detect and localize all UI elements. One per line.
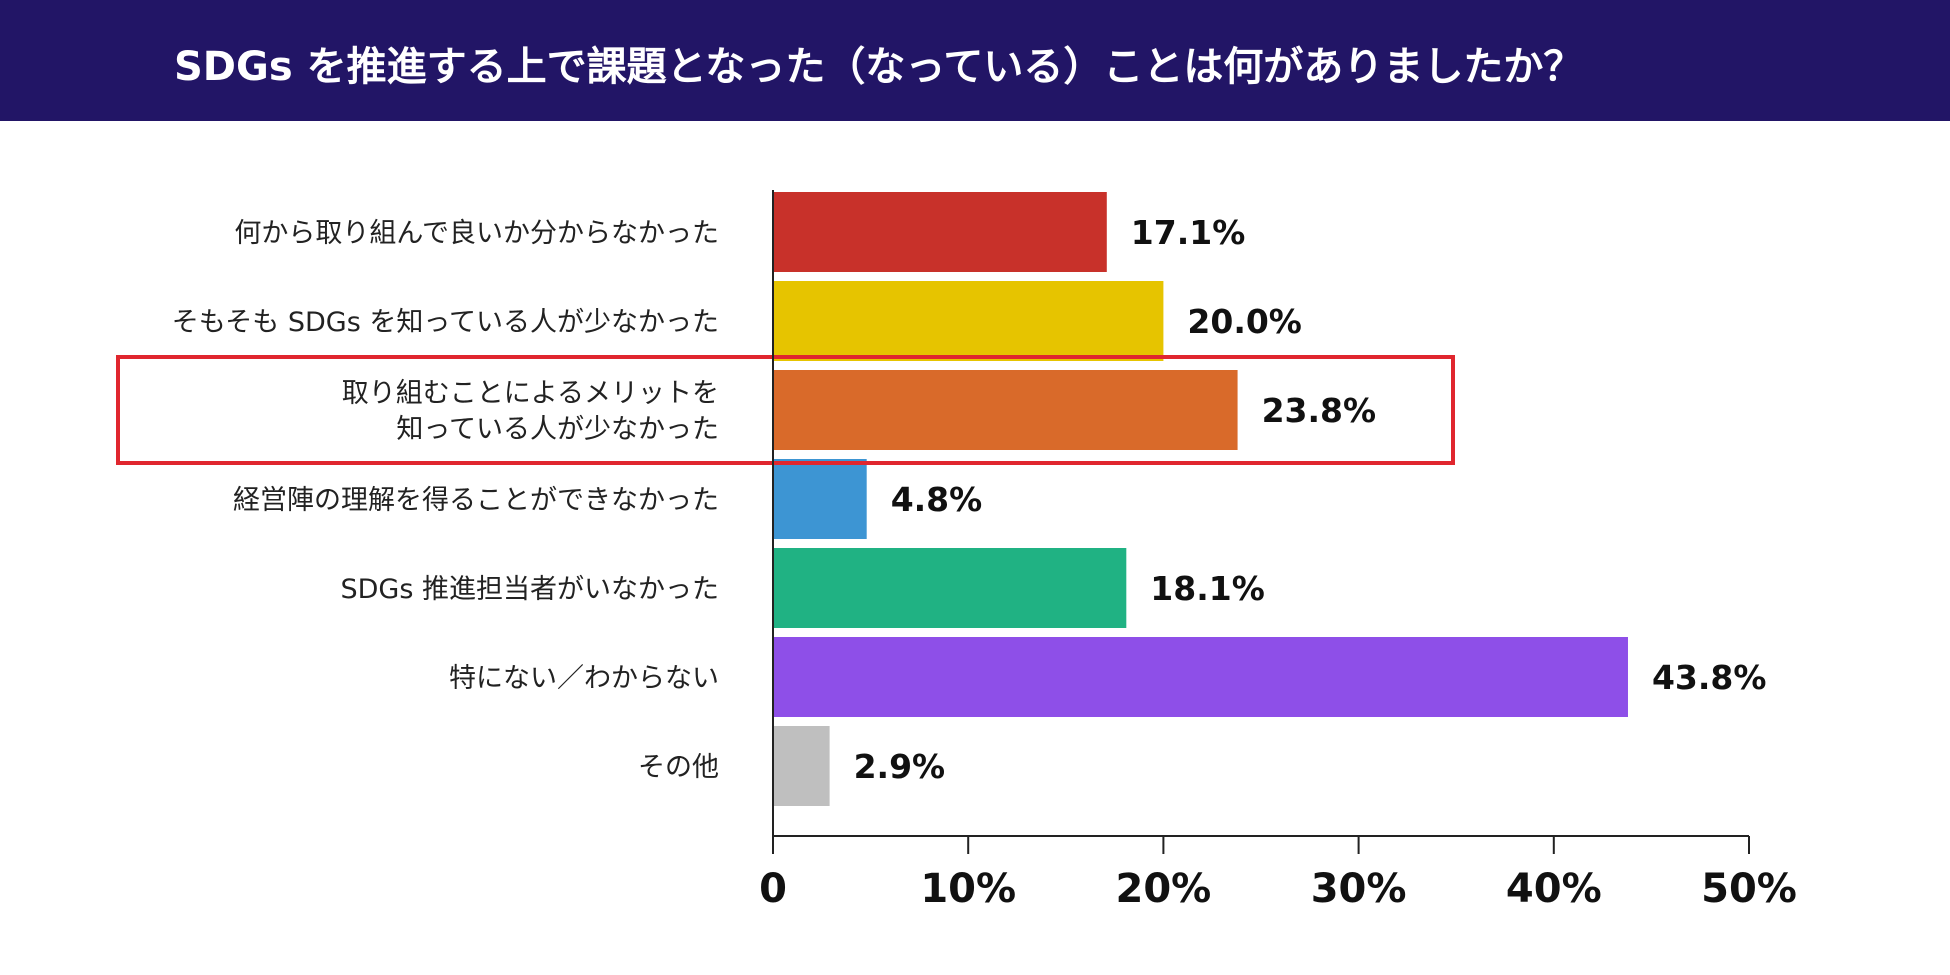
highlight-group xyxy=(116,355,1455,465)
bars-group xyxy=(773,192,1628,806)
category-label-6: 特にない／わからない xyxy=(449,663,719,694)
category-label-3-line-2: 知っている人が少なかった xyxy=(396,414,719,445)
category-label-2: そもそも SDGs を知っている人が少なかった xyxy=(172,307,719,338)
value-label-2: 20.0% xyxy=(1187,302,1302,341)
x-tick-label-40: 40% xyxy=(1506,866,1602,912)
labels-group: 17.1% 何から取り組んで良いか分からなかった 20.0% そもそも SDGs を知… xyxy=(172,213,1797,912)
x-tick-label-30: 30% xyxy=(1311,866,1407,912)
bar-5 xyxy=(773,548,1127,628)
category-label-1: 何から取り組んで良いか分からなかった xyxy=(234,218,719,249)
bar-6 xyxy=(773,637,1628,717)
category-label-3-line-1: 取り組むことによるメリットを xyxy=(342,378,719,409)
bar-1 xyxy=(773,192,1107,272)
bar-7 xyxy=(773,726,830,806)
x-tick-label-0: 0 xyxy=(759,866,787,912)
value-label-4: 4.8% xyxy=(891,480,983,519)
highlight-box xyxy=(116,355,1455,465)
x-tick-label-50: 50% xyxy=(1701,866,1797,912)
category-label-7: その他 xyxy=(638,752,719,783)
chart-title: SDGs を推進する上で課題となった（なっている）ことは何がありましたか？ xyxy=(174,44,1584,90)
x-tick-label-10: 10% xyxy=(920,866,1016,912)
category-label-4: 経営陣の理解を得ることができなかった xyxy=(233,485,719,516)
bar-3 xyxy=(773,370,1238,450)
value-label-1: 17.1% xyxy=(1131,213,1246,252)
value-label-5: 18.1% xyxy=(1150,569,1265,608)
chart-header: SDGs を推進する上で課題となった（なっている）ことは何がありましたか？ xyxy=(0,0,1950,121)
axes-group xyxy=(772,190,1750,854)
value-label-6: 43.8% xyxy=(1652,658,1767,697)
x-tick-label-20: 20% xyxy=(1116,866,1212,912)
category-label-5: SDGs 推進担当者がいなかった xyxy=(340,574,719,605)
bar-4 xyxy=(773,459,867,539)
bar-2 xyxy=(773,281,1164,361)
value-label-3: 23.8% xyxy=(1262,391,1377,430)
value-label-7: 2.9% xyxy=(854,747,946,786)
